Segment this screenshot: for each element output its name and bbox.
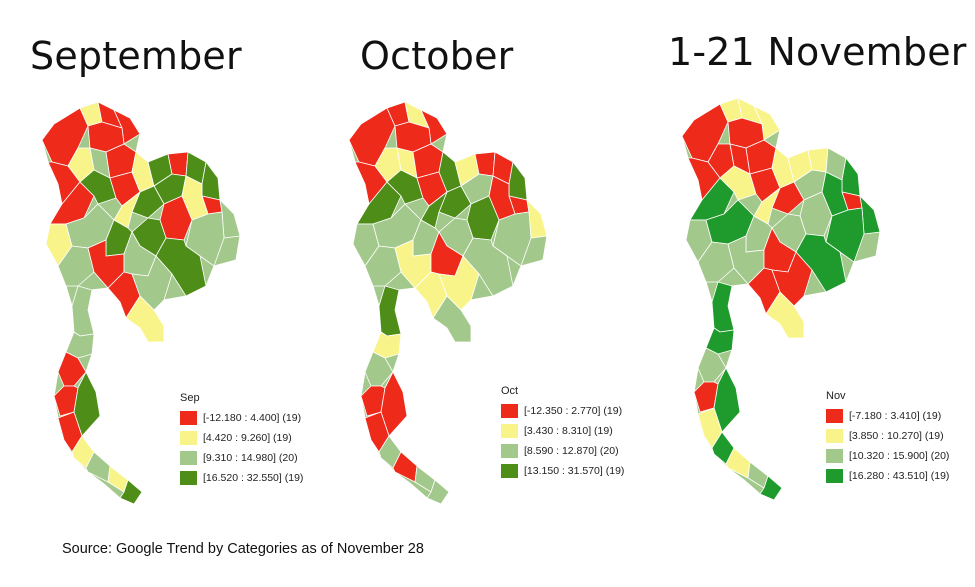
legend-swatch bbox=[180, 431, 197, 445]
legend-swatch bbox=[501, 444, 518, 458]
choropleth-map-november bbox=[681, 97, 881, 501]
legend-item: [-12.180 : 4.400] (19) bbox=[180, 409, 303, 427]
legend-label: [8.590 : 12.870] (20) bbox=[524, 445, 619, 457]
legend-item: [9.310 : 14.980] (20) bbox=[180, 449, 303, 467]
legend-label: [16.520 : 32.550] (19) bbox=[203, 472, 304, 484]
legend-item: [16.520 : 32.550] (19) bbox=[180, 469, 303, 487]
legend-label: [16.280 : 43.510] (19) bbox=[849, 470, 950, 482]
legend-swatch bbox=[826, 449, 843, 463]
map-shape bbox=[41, 101, 241, 505]
legend-item: [-7.180 : 3.410] (19) bbox=[826, 407, 949, 425]
legend-item: [3.850 : 10.270] (19) bbox=[826, 427, 949, 445]
map-legend: Sep [-12.180 : 4.400] (19) [4.420 : 9.260… bbox=[180, 392, 303, 489]
legend-swatch bbox=[826, 409, 843, 423]
legend-swatch bbox=[501, 404, 518, 418]
legend-label: [10.320 : 15.900] (20) bbox=[849, 450, 950, 462]
legend-swatch bbox=[826, 429, 843, 443]
legend-label: [3.430 : 8.310] (19) bbox=[524, 425, 613, 437]
legend-item: [13.150 : 31.570] (19) bbox=[501, 462, 624, 480]
map-panel-october: October bbox=[325, 0, 650, 530]
legend-label: [9.310 : 14.980] (20) bbox=[203, 452, 298, 464]
map-panel-november: 1-21 November bbox=[650, 0, 975, 530]
legend-swatch bbox=[501, 464, 518, 478]
map-legend: Oct [-12.350 : 2.770] (19) [3.430 : 8.310… bbox=[501, 385, 624, 482]
choropleth-map-october bbox=[348, 101, 548, 505]
map-shape bbox=[681, 97, 881, 501]
map-shape bbox=[348, 101, 548, 505]
legend-title: Sep bbox=[180, 392, 200, 404]
legend-item: [-12.350 : 2.770] (19) bbox=[501, 402, 624, 420]
panel-title: October bbox=[360, 34, 514, 78]
legend-label: [-7.180 : 3.410] (19) bbox=[849, 410, 942, 422]
legend-swatch bbox=[501, 424, 518, 438]
map-panel-september: September bbox=[0, 0, 325, 530]
legend-swatch bbox=[180, 471, 197, 485]
legend-swatch bbox=[180, 411, 197, 425]
legend-item: [16.280 : 43.510] (19) bbox=[826, 467, 949, 485]
panel-title: 1-21 November bbox=[668, 30, 967, 74]
legend-swatch bbox=[826, 469, 843, 483]
legend-item: [10.320 : 15.900] (20) bbox=[826, 447, 949, 465]
legend-swatch bbox=[180, 451, 197, 465]
legend-item: [3.430 : 8.310] (19) bbox=[501, 422, 624, 440]
map-legend: Nov [-7.180 : 3.410] (19) [3.850 : 10.270… bbox=[826, 390, 949, 487]
legend-label: [-12.350 : 2.770] (19) bbox=[524, 405, 623, 417]
legend-label: [13.150 : 31.570] (19) bbox=[524, 465, 625, 477]
legend-label: [3.850 : 10.270] (19) bbox=[849, 430, 944, 442]
legend-title: Nov bbox=[826, 390, 846, 402]
legend-label: [-12.180 : 4.400] (19) bbox=[203, 412, 302, 424]
panel-title: September bbox=[30, 34, 242, 78]
legend-label: [4.420 : 9.260] (19) bbox=[203, 432, 292, 444]
legend-item: [8.590 : 12.870] (20) bbox=[501, 442, 624, 460]
legend-item: [4.420 : 9.260] (19) bbox=[180, 429, 303, 447]
legend-title: Oct bbox=[501, 385, 519, 397]
choropleth-map-september bbox=[41, 101, 241, 505]
source-note: Source: Google Trend by Categories as of… bbox=[62, 541, 424, 557]
